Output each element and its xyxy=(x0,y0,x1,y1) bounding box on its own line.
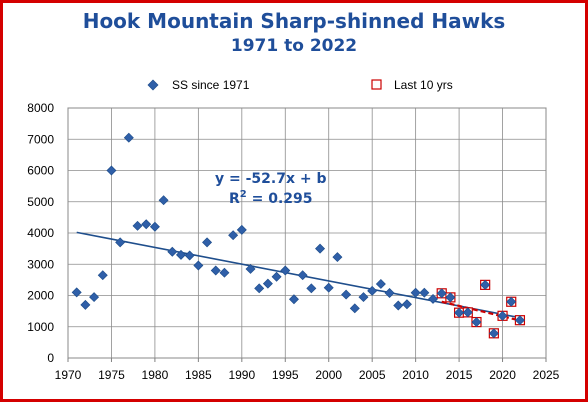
data-point-diamond xyxy=(158,195,169,206)
data-point-diamond xyxy=(349,303,360,314)
x-tick-label: 1980 xyxy=(142,368,169,382)
data-point-diamond xyxy=(106,165,117,176)
data-point-diamond xyxy=(228,230,239,241)
legend: SS since 1971 Last 10 yrs xyxy=(147,78,453,92)
data-point-diamond xyxy=(297,270,308,281)
y-tick-label: 7000 xyxy=(27,132,54,146)
data-point-diamond xyxy=(315,243,326,254)
data-point-diamond xyxy=(254,283,265,294)
data-point-diamond xyxy=(219,267,230,278)
data-point-diamond xyxy=(175,249,186,260)
data-point-diamond xyxy=(210,265,221,276)
data-point-diamond xyxy=(306,283,317,294)
data-point-diamond xyxy=(358,292,369,303)
x-tick-label: 2015 xyxy=(446,368,473,382)
y-tick-label: 0 xyxy=(47,351,54,365)
x-tick-label: 1975 xyxy=(98,368,125,382)
data-point-diamond xyxy=(384,288,395,298)
legend-diamond-marker xyxy=(147,79,159,91)
data-point-diamond xyxy=(506,296,517,307)
data-point-diamond xyxy=(497,310,508,321)
data-point-diamond xyxy=(323,282,334,293)
legend-label-ss: SS since 1971 xyxy=(172,78,250,92)
y-tick-label: 5000 xyxy=(27,195,54,209)
regression-equation: y = -52.7x + b xyxy=(215,171,327,187)
data-point-diamond xyxy=(288,294,299,305)
y-tick-label: 1000 xyxy=(27,320,54,334)
y-tick-label: 6000 xyxy=(27,164,54,178)
data-point-diamond xyxy=(367,285,378,296)
data-point-diamond xyxy=(80,299,91,310)
data-point-diamond xyxy=(115,237,126,248)
r2-label: R xyxy=(229,191,240,207)
data-point-diamond xyxy=(419,287,430,298)
y-tick-label: 2000 xyxy=(27,289,54,303)
data-point-diamond xyxy=(471,317,482,328)
data-point-diamond xyxy=(149,221,160,232)
x-axis-ticks: 1970 1975 1980 1985 1990 1995 2000 2005 2010 2015… xyxy=(55,358,560,382)
x-tick-label: 1985 xyxy=(185,368,212,382)
data-point-diamond xyxy=(71,287,82,298)
legend-square-marker xyxy=(371,79,382,90)
y-tick-label: 3000 xyxy=(27,257,54,271)
data-point-diamond xyxy=(488,328,499,339)
data-point-diamond xyxy=(375,278,386,289)
data-point-diamond xyxy=(332,252,343,263)
data-point-diamond xyxy=(123,132,134,143)
data-point-diamond xyxy=(141,219,152,230)
data-point-diamond xyxy=(410,287,421,298)
data-points xyxy=(71,132,526,339)
data-point-diamond xyxy=(445,292,456,303)
r-squared: R2 = 0.295 xyxy=(229,189,313,207)
r2-superscript: 2 xyxy=(240,189,247,200)
data-point-diamond xyxy=(514,315,525,326)
data-point-diamond xyxy=(262,278,273,289)
y-axis-ticks: 0 1000 2000 3000 4000 5000 6000 7000 8000 xyxy=(27,101,54,365)
data-point-diamond xyxy=(97,270,108,281)
data-point-diamond xyxy=(480,279,491,290)
data-point-diamond xyxy=(454,307,465,318)
data-point-diamond xyxy=(393,300,404,311)
data-point-diamond xyxy=(280,265,291,276)
data-point-diamond xyxy=(89,292,100,303)
data-point-diamond xyxy=(401,299,412,310)
data-point-diamond xyxy=(436,288,447,299)
data-point-diamond xyxy=(428,293,439,304)
y-tick-label: 8000 xyxy=(27,101,54,115)
data-point-diamond xyxy=(184,250,195,261)
data-point-diamond xyxy=(202,237,213,248)
x-tick-label: 1995 xyxy=(272,368,299,382)
data-point-diamond xyxy=(167,246,178,257)
x-tick-label: 2000 xyxy=(315,368,342,382)
chart-title: Hook Mountain Sharp-shinned Hawks xyxy=(82,9,506,33)
data-point-diamond xyxy=(193,260,204,271)
data-point-diamond xyxy=(462,307,473,318)
data-point-diamond xyxy=(341,289,352,300)
legend-label-last10: Last 10 yrs xyxy=(394,78,453,92)
x-tick-label: 2005 xyxy=(359,368,386,382)
data-point-diamond xyxy=(271,271,282,282)
x-tick-label: 2010 xyxy=(402,368,429,382)
x-tick-label: 2025 xyxy=(533,368,560,382)
data-point-diamond xyxy=(132,220,143,231)
r2-value: = 0.295 xyxy=(247,191,313,207)
x-tick-label: 1990 xyxy=(228,368,255,382)
data-point-diamond xyxy=(245,263,256,274)
x-tick-label: 2020 xyxy=(489,368,516,382)
chart-subtitle: 1971 to 2022 xyxy=(230,36,358,56)
gridlines xyxy=(67,107,547,359)
x-tick-label: 1970 xyxy=(55,368,82,382)
data-point-diamond xyxy=(236,224,247,235)
y-tick-label: 4000 xyxy=(27,226,54,240)
